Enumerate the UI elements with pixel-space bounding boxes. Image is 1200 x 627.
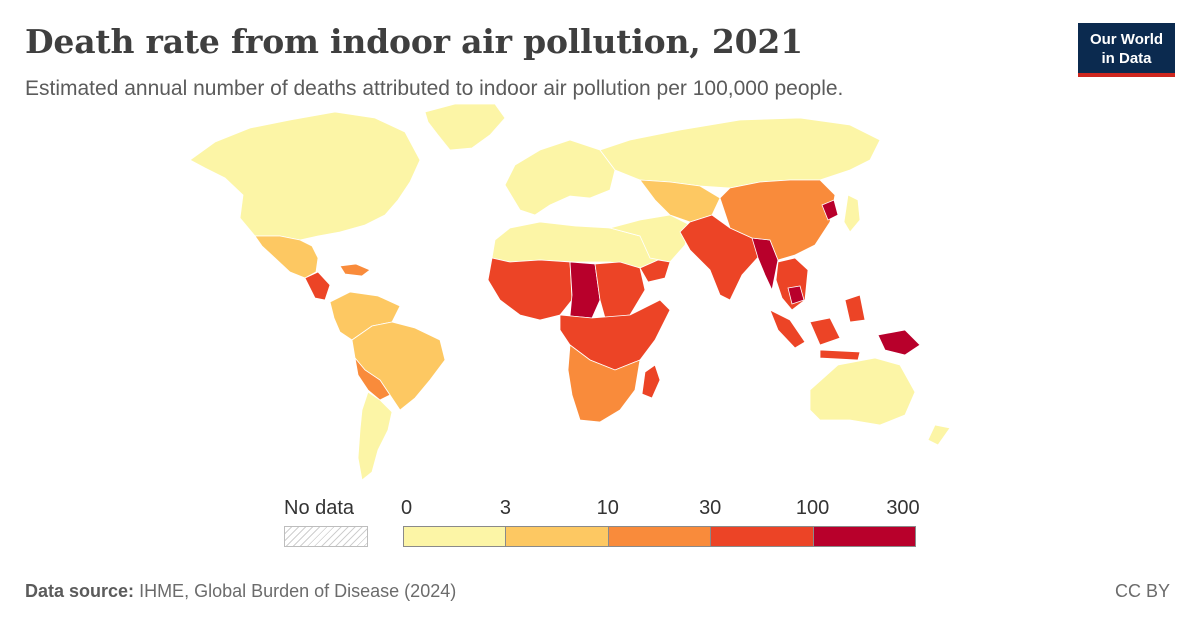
region-southeast-asia-island[interactable] — [819, 349, 861, 361]
legend-bin-1[interactable] — [505, 526, 609, 547]
legend-tick-label: 100 — [795, 497, 830, 519]
region-japan[interactable] — [843, 194, 861, 233]
world-map — [189, 103, 951, 481]
license-label[interactable]: CC BY — [1114, 581, 1170, 601]
region-russia[interactable] — [599, 117, 881, 189]
owid-logo[interactable]: Our World in Data — [1078, 23, 1175, 77]
region-south-asia[interactable] — [679, 214, 761, 301]
region-greenland[interactable] — [424, 103, 506, 151]
legend-bin-3[interactable] — [710, 526, 814, 547]
logo-line-1: Our World — [1089, 31, 1164, 48]
data-source-text: IHME, Global Burden of Disease (2024) — [139, 581, 457, 601]
region-new-zealand[interactable] — [927, 424, 951, 446]
legend-bin-0[interactable] — [403, 526, 507, 547]
data-source-label: Data source: — [25, 581, 135, 601]
region-sudan-south-sudan[interactable] — [594, 261, 646, 319]
data-source: Data source: IHME, Global Burden of Dise… — [25, 581, 456, 602]
region-north-korea[interactable] — [821, 199, 839, 221]
region-cambodia[interactable] — [787, 285, 805, 305]
legend-no-data-swatch — [284, 526, 368, 547]
region-mexico[interactable] — [254, 235, 319, 279]
region-australia[interactable] — [809, 357, 916, 426]
region-southern-south-america[interactable] — [357, 391, 393, 481]
region-west-africa[interactable] — [487, 257, 573, 321]
region-central-east-africa[interactable] — [559, 299, 671, 371]
legend-tick-label: 0 — [401, 497, 413, 519]
region-southeast-asia-island[interactable] — [809, 317, 841, 346]
region-brazil[interactable] — [351, 321, 446, 411]
region-southeast-asia-island[interactable] — [769, 309, 806, 349]
region-europe[interactable] — [504, 139, 616, 216]
region-middle-east[interactable] — [608, 214, 691, 263]
legend-tick-label: 30 — [699, 497, 722, 519]
logo-line-2: in Data — [1101, 50, 1152, 67]
region-bolivia-paraguay[interactable] — [354, 356, 391, 401]
legend-bin-2[interactable] — [607, 526, 712, 547]
region-madagascar[interactable] — [641, 364, 661, 399]
region-north-america[interactable] — [189, 111, 421, 241]
legend-no-data-label: No data — [284, 497, 355, 519]
region-central-america[interactable] — [304, 271, 331, 301]
region-southern-africa[interactable] — [567, 344, 641, 423]
chart-title: Death rate from indoor air pollution, 20… — [25, 22, 803, 61]
region-china-mongolia[interactable] — [719, 179, 836, 261]
legend-bin-4[interactable] — [812, 526, 916, 547]
region-southeast-asia-island[interactable] — [844, 294, 866, 323]
legend-tick-label: 300 — [886, 497, 920, 519]
region-yemen[interactable] — [639, 259, 671, 283]
region-papua-new-guinea[interactable] — [877, 329, 921, 356]
legend-tick-label: 10 — [596, 497, 619, 519]
region-caribbean[interactable] — [339, 263, 371, 277]
legend-tick-label: 3 — [499, 497, 511, 519]
chart-subtitle: Estimated annual number of deaths attrib… — [25, 77, 844, 100]
